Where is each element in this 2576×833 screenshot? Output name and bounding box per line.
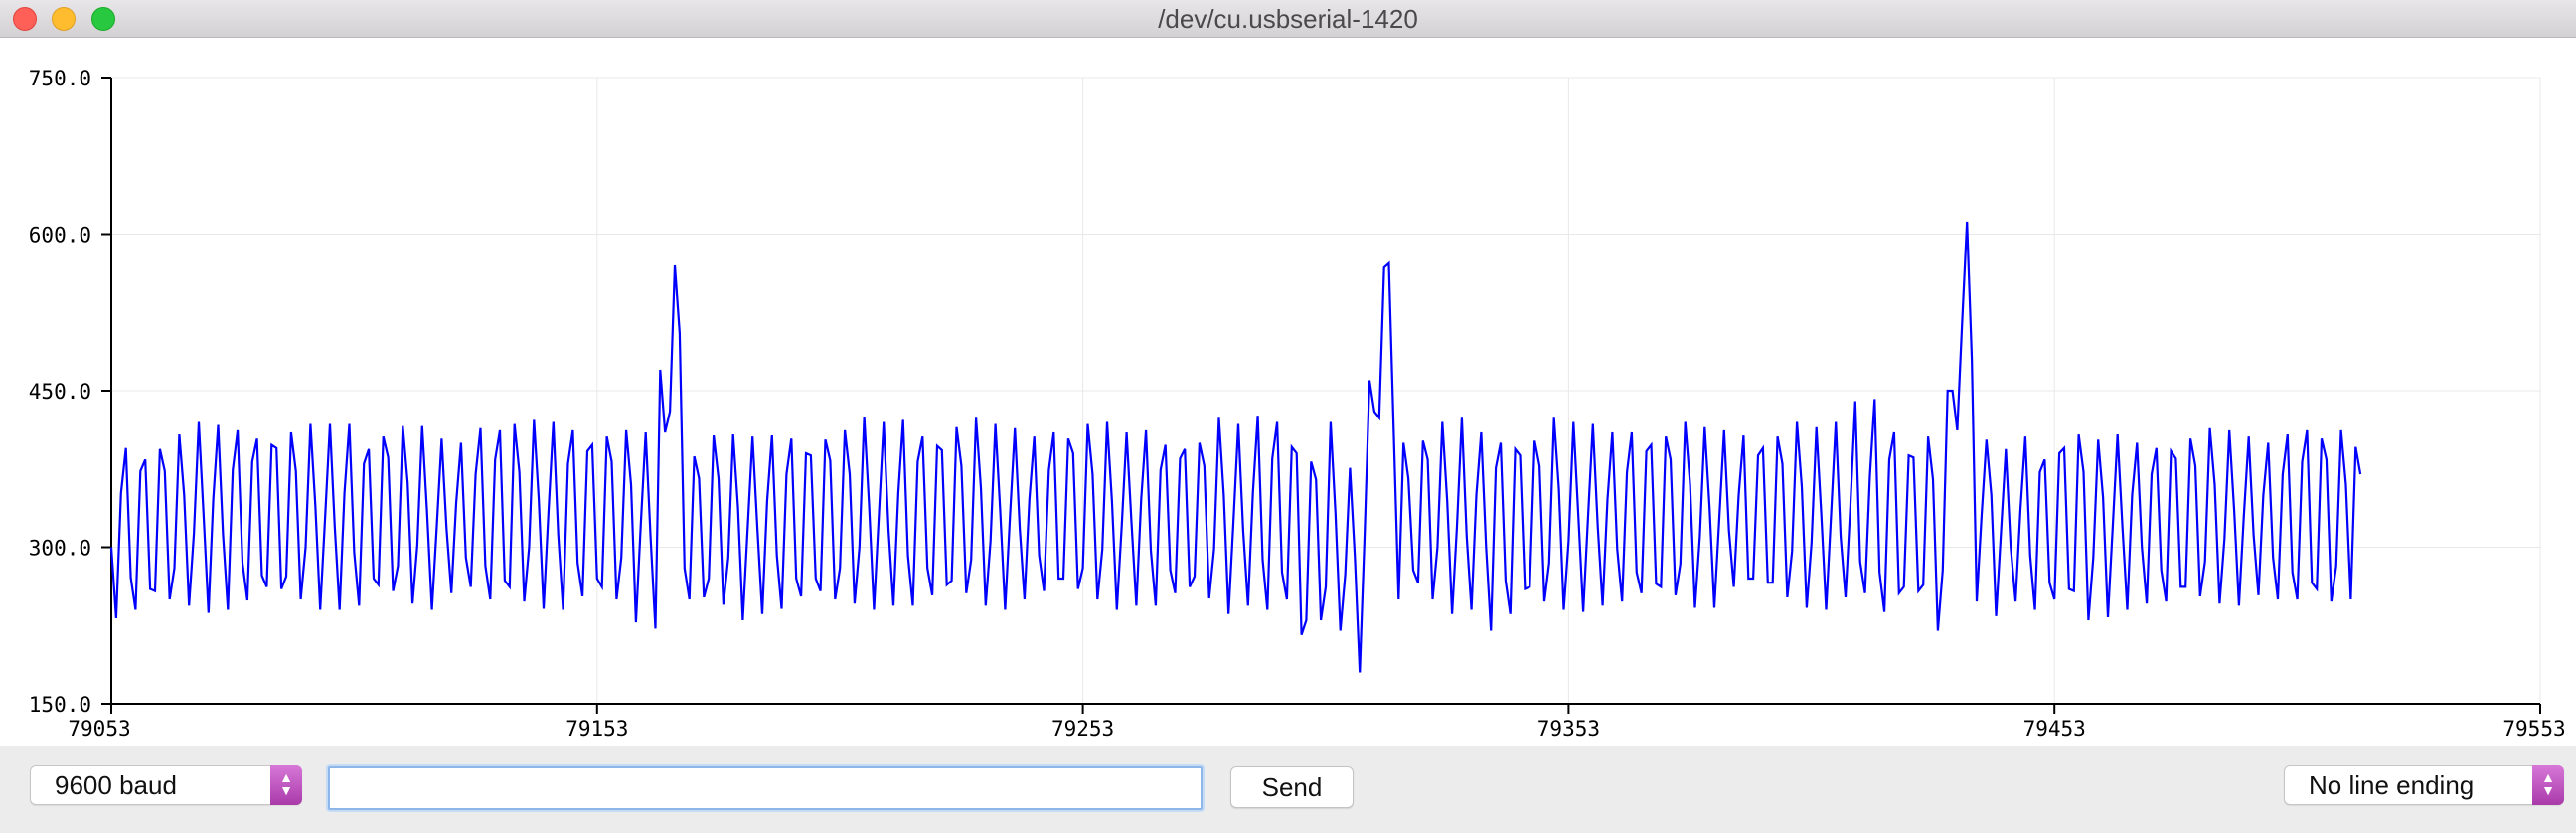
x-tick-label: 79053 xyxy=(68,717,130,741)
plot-chart: 79053 79153 79253 79353 79453 79553 750.0 600.0… xyxy=(29,67,2566,741)
minimize-icon[interactable] xyxy=(52,7,76,31)
y-tick-label: 750.0 xyxy=(29,67,91,90)
line-ending-label: No line ending xyxy=(2309,770,2475,800)
plot-grid xyxy=(110,77,2541,705)
window-title: /dev/cu.usbserial-1420 xyxy=(1158,4,1418,34)
y-tick-label: 600.0 xyxy=(29,224,91,248)
y-tick-label: 300.0 xyxy=(29,537,91,561)
x-tick-label: 79353 xyxy=(1537,717,1600,741)
maximize-icon[interactable] xyxy=(91,7,115,31)
x-tick-label: 79253 xyxy=(1051,717,1114,741)
x-tick-label: 79453 xyxy=(2023,717,2086,741)
baud-rate-select[interactable]: 9600 baud ▲ ▼ xyxy=(30,765,302,805)
series-line xyxy=(109,221,2362,673)
send-button[interactable]: Send xyxy=(1230,766,1354,808)
title-bar: /dev/cu.usbserial-1420 xyxy=(0,0,2576,38)
y-tick-label: 150.0 xyxy=(29,693,91,717)
close-icon[interactable] xyxy=(13,7,37,31)
stepper-arrows-icon: ▲ ▼ xyxy=(2532,765,2564,805)
line-ending-select[interactable]: No line ending ▲ ▼ xyxy=(2284,765,2564,805)
x-tick-label: 79153 xyxy=(565,717,628,741)
serial-plotter: 79053 79153 79253 79353 79453 79553 750.0 600.0… xyxy=(0,38,2576,746)
baud-rate-label: 9600 baud xyxy=(55,770,177,800)
x-tick-label: 79553 xyxy=(2502,717,2565,741)
serial-input[interactable] xyxy=(328,766,1203,810)
y-tick-label: 450.0 xyxy=(29,380,91,404)
plot-ticks: 79053 79153 79253 79353 79453 79553 750.0 600.0… xyxy=(29,67,2566,741)
stepper-arrows-icon: ▲ ▼ xyxy=(270,765,302,805)
bottom-toolbar: 9600 baud ▲ ▼ Send No line ending ▲ ▼ xyxy=(0,746,2576,833)
